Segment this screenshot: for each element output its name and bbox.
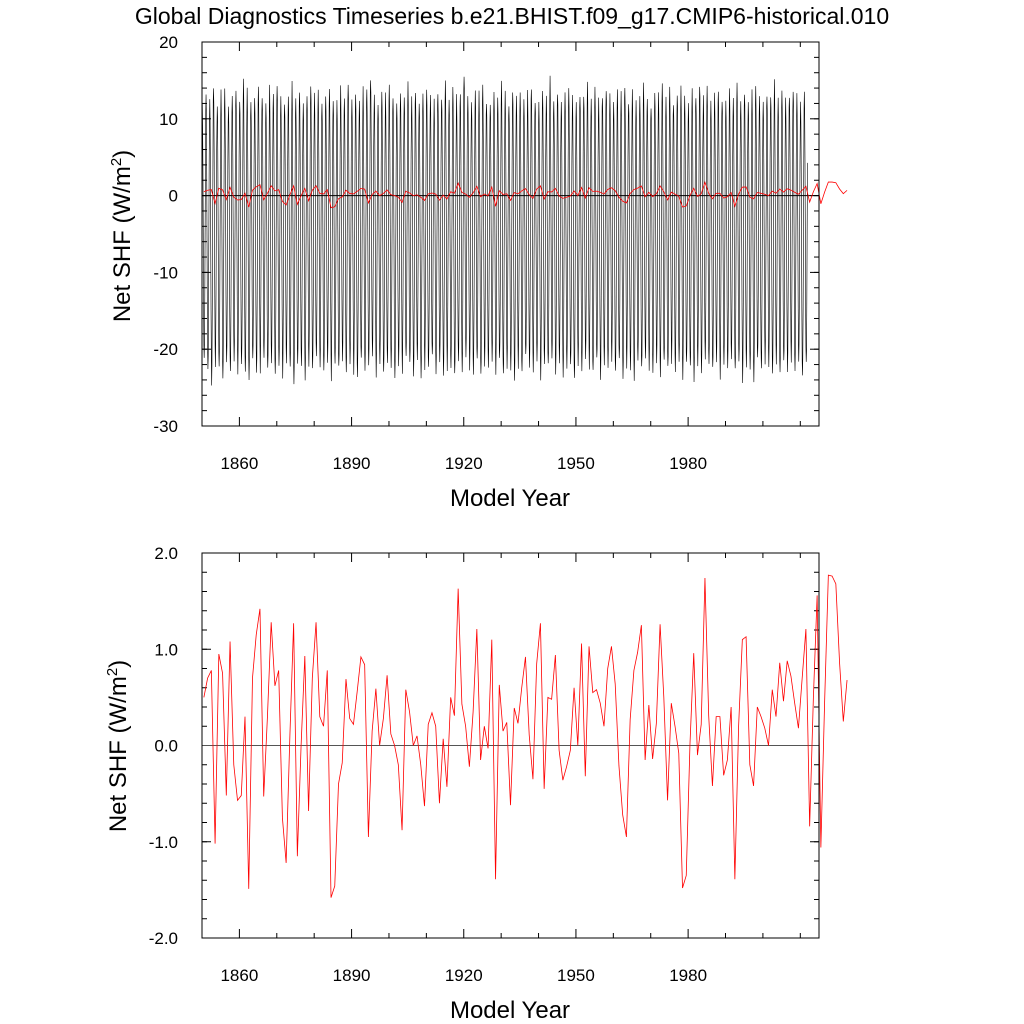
- top-panel-x-axis-label: Model Year: [450, 485, 570, 512]
- top-x-tick-label: 1980: [669, 454, 707, 473]
- bottom-y-tick-label: -2.0: [149, 929, 178, 948]
- bottom-panel: 2.0 1.0 0.0 -1.0 -2.0 1860 1890 1920 1950 1980 M…: [104, 544, 848, 1024]
- bottom-x-tick-label: 1860: [220, 966, 258, 985]
- top-y-tick-label: 20: [159, 33, 178, 52]
- bottom-panel-y-axis-label: Net SHF (W/m2): [104, 660, 132, 832]
- top-x-tick-label: 1860: [220, 454, 258, 473]
- top-y-tick-label: 0: [169, 187, 178, 206]
- top-y-tick-label: -20: [153, 340, 178, 359]
- top-y-tick-label: -30: [153, 417, 178, 436]
- bottom-x-tick-label: 1920: [445, 966, 483, 985]
- bottom-panel-frame: [201, 552, 820, 939]
- top-x-tick-label: 1950: [557, 454, 595, 473]
- bottom-x-tick-label: 1890: [333, 966, 371, 985]
- bottom-y-tick-label: -1.0: [149, 833, 178, 852]
- bottom-x-tick-label: 1980: [669, 966, 707, 985]
- bottom-panel-series: [203, 574, 848, 898]
- top-x-tick-label: 1920: [445, 454, 483, 473]
- top-y-tick-label: 10: [159, 110, 178, 129]
- bottom-y-tick-label: 0.0: [154, 737, 178, 756]
- bottom-panel-y-tick-labels: 2.0 1.0 0.0 -1.0 -2.0: [149, 544, 178, 948]
- top-annual-mean-series-line: [203, 180, 848, 209]
- top-panel-y-axis-label: Net SHF (W/m2): [108, 150, 136, 322]
- bottom-annual-mean-series-line: [203, 574, 848, 898]
- top-panel-series: [201, 75, 848, 386]
- figure-title: Global Diagnostics Timeseries b.e21.BHIS…: [135, 3, 889, 29]
- bottom-panel-x-tick-labels: 1860 1890 1920 1950 1980: [220, 966, 707, 985]
- bottom-y-tick-label: 2.0: [154, 544, 178, 563]
- top-panel-y-tick-labels: 20 10 0 -10 -20 -30: [153, 33, 178, 436]
- top-panel-frame: [201, 41, 820, 427]
- bottom-x-tick-label: 1950: [557, 966, 595, 985]
- top-panel-x-tick-labels: 1860 1890 1920 1950 1980: [220, 454, 707, 473]
- top-monthly-series-line: [201, 75, 808, 386]
- top-panel: 20 10 0 -10 -20 -30 1860 1890 1920 1950 1980 Mode…: [108, 33, 848, 512]
- top-x-tick-label: 1890: [333, 454, 371, 473]
- bottom-panel-x-axis-label: Model Year: [450, 997, 570, 1024]
- bottom-y-tick-label: 1.0: [154, 640, 178, 659]
- top-y-tick-label: -10: [153, 263, 178, 282]
